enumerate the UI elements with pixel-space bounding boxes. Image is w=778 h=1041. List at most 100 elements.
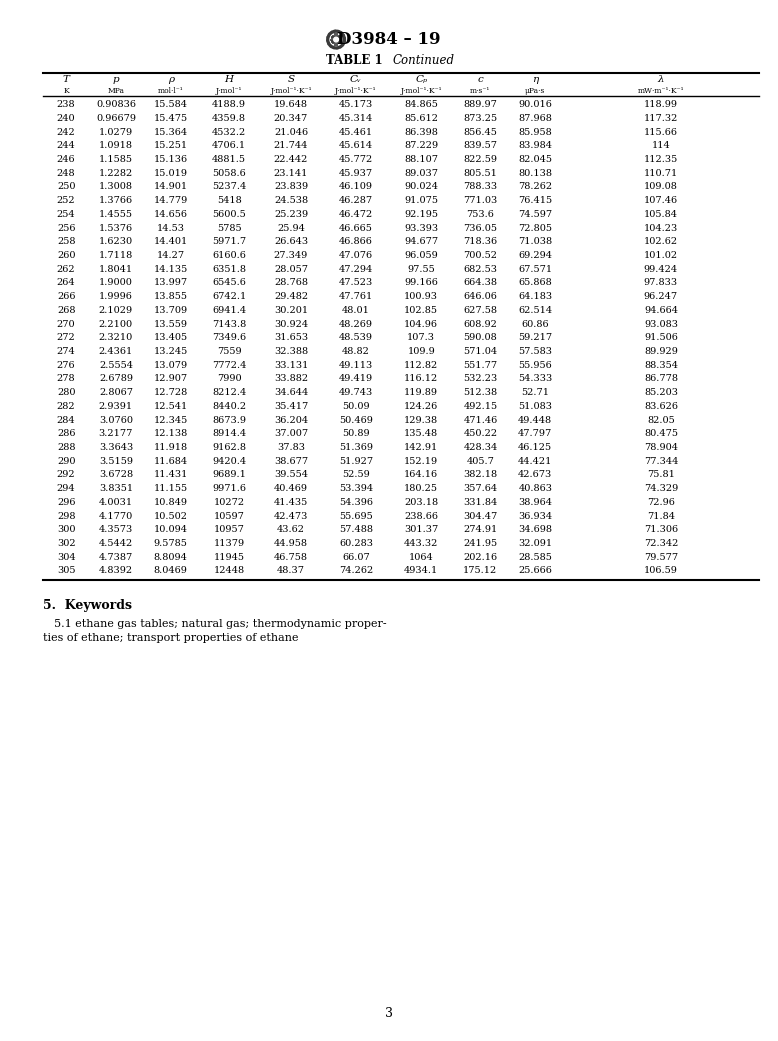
Text: 175.12: 175.12 <box>463 566 498 576</box>
Text: 1064: 1064 <box>409 553 433 562</box>
Text: 492.15: 492.15 <box>464 402 497 411</box>
Text: 25.666: 25.666 <box>518 566 552 576</box>
Text: 3.6728: 3.6728 <box>99 471 133 480</box>
Text: 11.431: 11.431 <box>153 471 188 480</box>
Text: 77.344: 77.344 <box>643 457 678 465</box>
Text: 290: 290 <box>57 457 75 465</box>
Text: 74.597: 74.597 <box>518 210 552 219</box>
Text: 0.90836: 0.90836 <box>96 100 136 109</box>
Text: 34.644: 34.644 <box>274 388 308 398</box>
Text: 4359.8: 4359.8 <box>212 113 246 123</box>
Text: 9689.1: 9689.1 <box>212 471 246 480</box>
Text: 7143.8: 7143.8 <box>212 320 247 329</box>
Text: λ: λ <box>657 75 664 84</box>
Text: 248: 248 <box>57 169 75 178</box>
Text: 15.364: 15.364 <box>154 128 187 136</box>
Text: 590.08: 590.08 <box>464 333 497 342</box>
Text: 88.107: 88.107 <box>405 155 438 164</box>
Text: 268: 268 <box>57 306 75 314</box>
Text: 4188.9: 4188.9 <box>212 100 246 109</box>
Text: 60.283: 60.283 <box>339 539 373 548</box>
Text: 46.472: 46.472 <box>338 210 373 219</box>
Text: S: S <box>287 75 295 84</box>
Text: 822.59: 822.59 <box>464 155 497 164</box>
Text: 238.66: 238.66 <box>405 511 438 520</box>
Text: 99.424: 99.424 <box>644 264 678 274</box>
Text: 2.1029: 2.1029 <box>99 306 133 314</box>
Text: 80.138: 80.138 <box>518 169 552 178</box>
Text: mol·l⁻¹: mol·l⁻¹ <box>158 86 184 95</box>
Text: 240: 240 <box>57 113 75 123</box>
Text: 59.217: 59.217 <box>518 333 552 342</box>
Text: 21.046: 21.046 <box>274 128 308 136</box>
Text: 32.091: 32.091 <box>518 539 552 548</box>
Text: 6160.6: 6160.6 <box>212 251 246 260</box>
Text: 142.91: 142.91 <box>404 443 439 452</box>
Text: 94.664: 94.664 <box>644 306 678 314</box>
Text: 10.094: 10.094 <box>154 526 187 534</box>
Text: 3.3643: 3.3643 <box>99 443 133 452</box>
Text: 71.306: 71.306 <box>644 526 678 534</box>
Text: 889.97: 889.97 <box>464 100 497 109</box>
Text: 4934.1: 4934.1 <box>404 566 439 576</box>
Text: 62.514: 62.514 <box>518 306 552 314</box>
Text: 14.779: 14.779 <box>153 196 188 205</box>
Text: 3: 3 <box>385 1008 393 1020</box>
Text: 71.038: 71.038 <box>518 237 552 247</box>
Text: 51.927: 51.927 <box>339 457 373 465</box>
Text: 13.405: 13.405 <box>154 333 187 342</box>
Text: 608.92: 608.92 <box>464 320 497 329</box>
Text: 52.71: 52.71 <box>521 388 549 398</box>
Text: 30.924: 30.924 <box>274 320 308 329</box>
Text: 55.695: 55.695 <box>339 511 373 520</box>
Text: 96.059: 96.059 <box>405 251 438 260</box>
Text: 28.057: 28.057 <box>274 264 308 274</box>
Text: 805.51: 805.51 <box>464 169 497 178</box>
Text: 6742.1: 6742.1 <box>212 293 247 301</box>
Text: 12.728: 12.728 <box>153 388 188 398</box>
Text: 109.9: 109.9 <box>408 347 435 356</box>
Circle shape <box>334 37 338 42</box>
Text: 301.37: 301.37 <box>404 526 439 534</box>
Text: 83.626: 83.626 <box>644 402 678 411</box>
Text: 30.201: 30.201 <box>274 306 308 314</box>
Text: 12.907: 12.907 <box>154 375 187 383</box>
Text: 266: 266 <box>57 293 75 301</box>
Text: 260: 260 <box>57 251 75 260</box>
Text: 129.38: 129.38 <box>405 415 438 425</box>
Text: 102.85: 102.85 <box>405 306 438 314</box>
Text: μPa·s: μPa·s <box>525 86 545 95</box>
Text: 12.541: 12.541 <box>153 402 188 411</box>
Text: 114: 114 <box>651 142 671 150</box>
Text: 23.141: 23.141 <box>274 169 308 178</box>
Text: 48.01: 48.01 <box>342 306 370 314</box>
Text: 39.554: 39.554 <box>274 471 308 480</box>
Text: 242: 242 <box>57 128 75 136</box>
Text: Cₚ: Cₚ <box>415 75 427 84</box>
Text: 46.125: 46.125 <box>518 443 552 452</box>
Text: 54.333: 54.333 <box>518 375 552 383</box>
Text: 7349.6: 7349.6 <box>212 333 246 342</box>
Text: 90.024: 90.024 <box>405 182 438 192</box>
Text: 46.758: 46.758 <box>274 553 308 562</box>
Text: 49.448: 49.448 <box>518 415 552 425</box>
Text: 78.262: 78.262 <box>518 182 552 192</box>
Text: 53.394: 53.394 <box>339 484 373 493</box>
Text: 33.131: 33.131 <box>274 361 308 370</box>
Text: 256: 256 <box>57 224 75 232</box>
Text: 1.9000: 1.9000 <box>99 278 133 287</box>
Text: 51.083: 51.083 <box>518 402 552 411</box>
Text: 124.26: 124.26 <box>404 402 439 411</box>
Text: 753.6: 753.6 <box>467 210 494 219</box>
Text: 48.269: 48.269 <box>339 320 373 329</box>
Text: 2.2100: 2.2100 <box>99 320 133 329</box>
Text: 24.538: 24.538 <box>274 196 308 205</box>
Text: 152.19: 152.19 <box>405 457 438 465</box>
Text: 46.866: 46.866 <box>339 237 373 247</box>
Text: 10957: 10957 <box>214 526 244 534</box>
Text: 49.113: 49.113 <box>338 361 373 370</box>
Text: 382.18: 382.18 <box>464 471 497 480</box>
Text: 1.0918: 1.0918 <box>99 142 133 150</box>
Text: 305: 305 <box>57 566 75 576</box>
Text: 21.744: 21.744 <box>274 142 308 150</box>
